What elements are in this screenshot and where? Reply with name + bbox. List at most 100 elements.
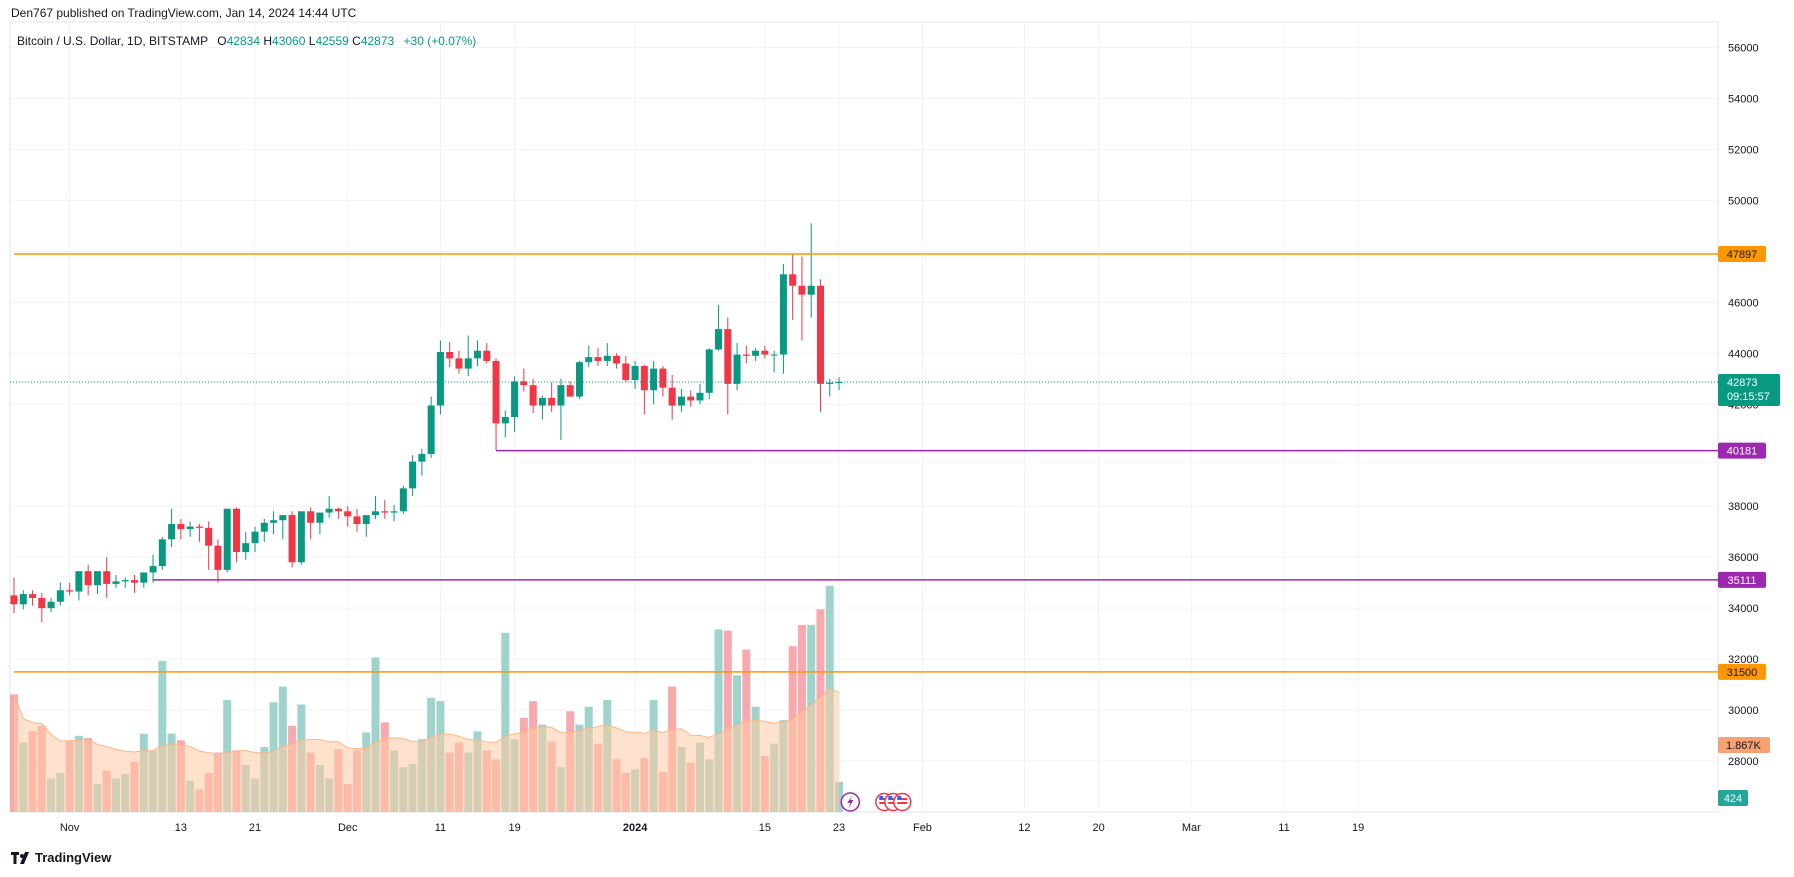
candle-body[interactable] [214, 545, 222, 570]
candle-body[interactable] [659, 368, 667, 388]
candle-body[interactable] [177, 524, 185, 530]
candle-body[interactable] [223, 508, 231, 570]
candle-body[interactable] [603, 355, 611, 361]
candle-body[interactable] [56, 590, 64, 602]
candle-body[interactable] [325, 508, 333, 513]
candle-body[interactable] [455, 358, 463, 369]
candle-body[interactable] [270, 520, 278, 523]
candle-body[interactable] [474, 350, 481, 359]
candle-body[interactable] [446, 352, 454, 359]
candle-body[interactable] [186, 526, 194, 530]
candle-body[interactable] [548, 397, 556, 406]
candle-body[interactable] [158, 539, 166, 567]
candle-body[interactable] [529, 385, 537, 406]
candle-body[interactable] [390, 511, 398, 513]
candle-body[interactable] [566, 385, 574, 397]
candle-body[interactable] [622, 363, 630, 381]
candle-body[interactable] [205, 527, 213, 546]
candle-body[interactable] [640, 366, 648, 391]
candle-body[interactable] [613, 355, 621, 364]
candle-body[interactable] [715, 329, 723, 350]
candle-body[interactable] [149, 566, 157, 573]
x-tick-label: 2024 [623, 822, 648, 834]
candle-body[interactable] [297, 511, 305, 563]
candle-body[interactable] [501, 417, 509, 424]
candle-body[interactable] [585, 357, 593, 363]
candle-body[interactable] [288, 515, 296, 563]
candle-body[interactable] [835, 382, 843, 384]
candle-body[interactable] [594, 357, 602, 361]
candle-body[interactable] [511, 381, 519, 417]
candle-body[interactable] [575, 362, 583, 397]
candle-body[interactable] [316, 512, 324, 523]
candle-body[interactable] [84, 571, 92, 586]
candle-body[interactable] [140, 572, 148, 583]
candle-body[interactable] [668, 387, 676, 406]
candle-body[interactable] [47, 601, 55, 609]
candle-body[interactable] [19, 594, 27, 605]
candle-body[interactable] [232, 508, 240, 553]
candle-body[interactable] [557, 385, 565, 406]
candle-body[interactable] [631, 366, 639, 381]
tradingview-brand[interactable]: TradingView [11, 850, 111, 865]
candle-body[interactable] [353, 516, 361, 525]
candle-body[interactable] [195, 526, 203, 528]
candle-body[interactable] [242, 543, 250, 553]
candle-body[interactable] [724, 329, 732, 384]
candle-body[interactable] [372, 511, 380, 516]
candle-body[interactable] [705, 349, 713, 393]
candle-body[interactable] [650, 368, 658, 391]
candle-body[interactable] [418, 453, 426, 462]
candle-body[interactable] [798, 285, 806, 295]
candle-body[interactable] [436, 352, 444, 406]
candle-body[interactable] [538, 397, 546, 406]
candle-body[interactable] [816, 285, 824, 384]
candle-body[interactable] [826, 382, 834, 384]
candle-body[interactable] [260, 522, 268, 532]
candle-body[interactable] [121, 580, 129, 582]
level-badge-40181 [1718, 442, 1766, 459]
candle-body[interactable] [687, 396, 695, 401]
candle-body[interactable] [334, 508, 342, 512]
candle-body[interactable] [399, 488, 407, 512]
candle-body[interactable] [10, 595, 18, 605]
candle-body[interactable] [381, 511, 389, 513]
candle-body[interactable] [112, 581, 120, 584]
candle-body[interactable] [131, 580, 139, 583]
candle-body[interactable] [38, 597, 46, 609]
symbol-title[interactable]: Bitcoin / U.S. Dollar, 1D, BITSTAMP [17, 34, 208, 48]
candle-body[interactable] [103, 571, 111, 584]
candle-body[interactable] [93, 571, 101, 586]
candle-body[interactable] [168, 524, 176, 540]
candle-body[interactable] [427, 405, 435, 454]
candle-body[interactable] [409, 461, 417, 489]
candle-body[interactable] [742, 354, 750, 356]
candle-body[interactable] [789, 274, 797, 286]
candle-body[interactable] [66, 590, 74, 592]
candle-body[interactable] [520, 381, 528, 386]
us-flag-stripe-icon [879, 798, 890, 800]
candle-body[interactable] [807, 285, 815, 295]
candle-body[interactable] [761, 350, 769, 355]
candle-body[interactable] [251, 531, 259, 544]
candle-body[interactable] [492, 360, 500, 424]
candle-body[interactable] [464, 358, 472, 369]
candle-body[interactable] [279, 515, 287, 521]
x-tick-label: Nov [60, 822, 80, 834]
candle-body[interactable] [770, 354, 778, 356]
candle-body[interactable] [696, 392, 704, 401]
candle-body[interactable] [362, 515, 370, 525]
candle-body[interactable] [733, 354, 741, 384]
level-badge-label: 35111 [1728, 575, 1757, 587]
volume-bar [158, 660, 167, 812]
candle-body[interactable] [29, 594, 37, 598]
candle-body[interactable] [483, 350, 491, 361]
candle-body[interactable] [779, 274, 787, 355]
candle-body[interactable] [752, 350, 760, 356]
candle-body[interactable] [677, 396, 685, 406]
candle-body[interactable] [75, 571, 83, 592]
candle-body[interactable] [344, 511, 352, 517]
candle-body[interactable] [307, 511, 315, 523]
volume-ma-badge [1718, 737, 1770, 753]
